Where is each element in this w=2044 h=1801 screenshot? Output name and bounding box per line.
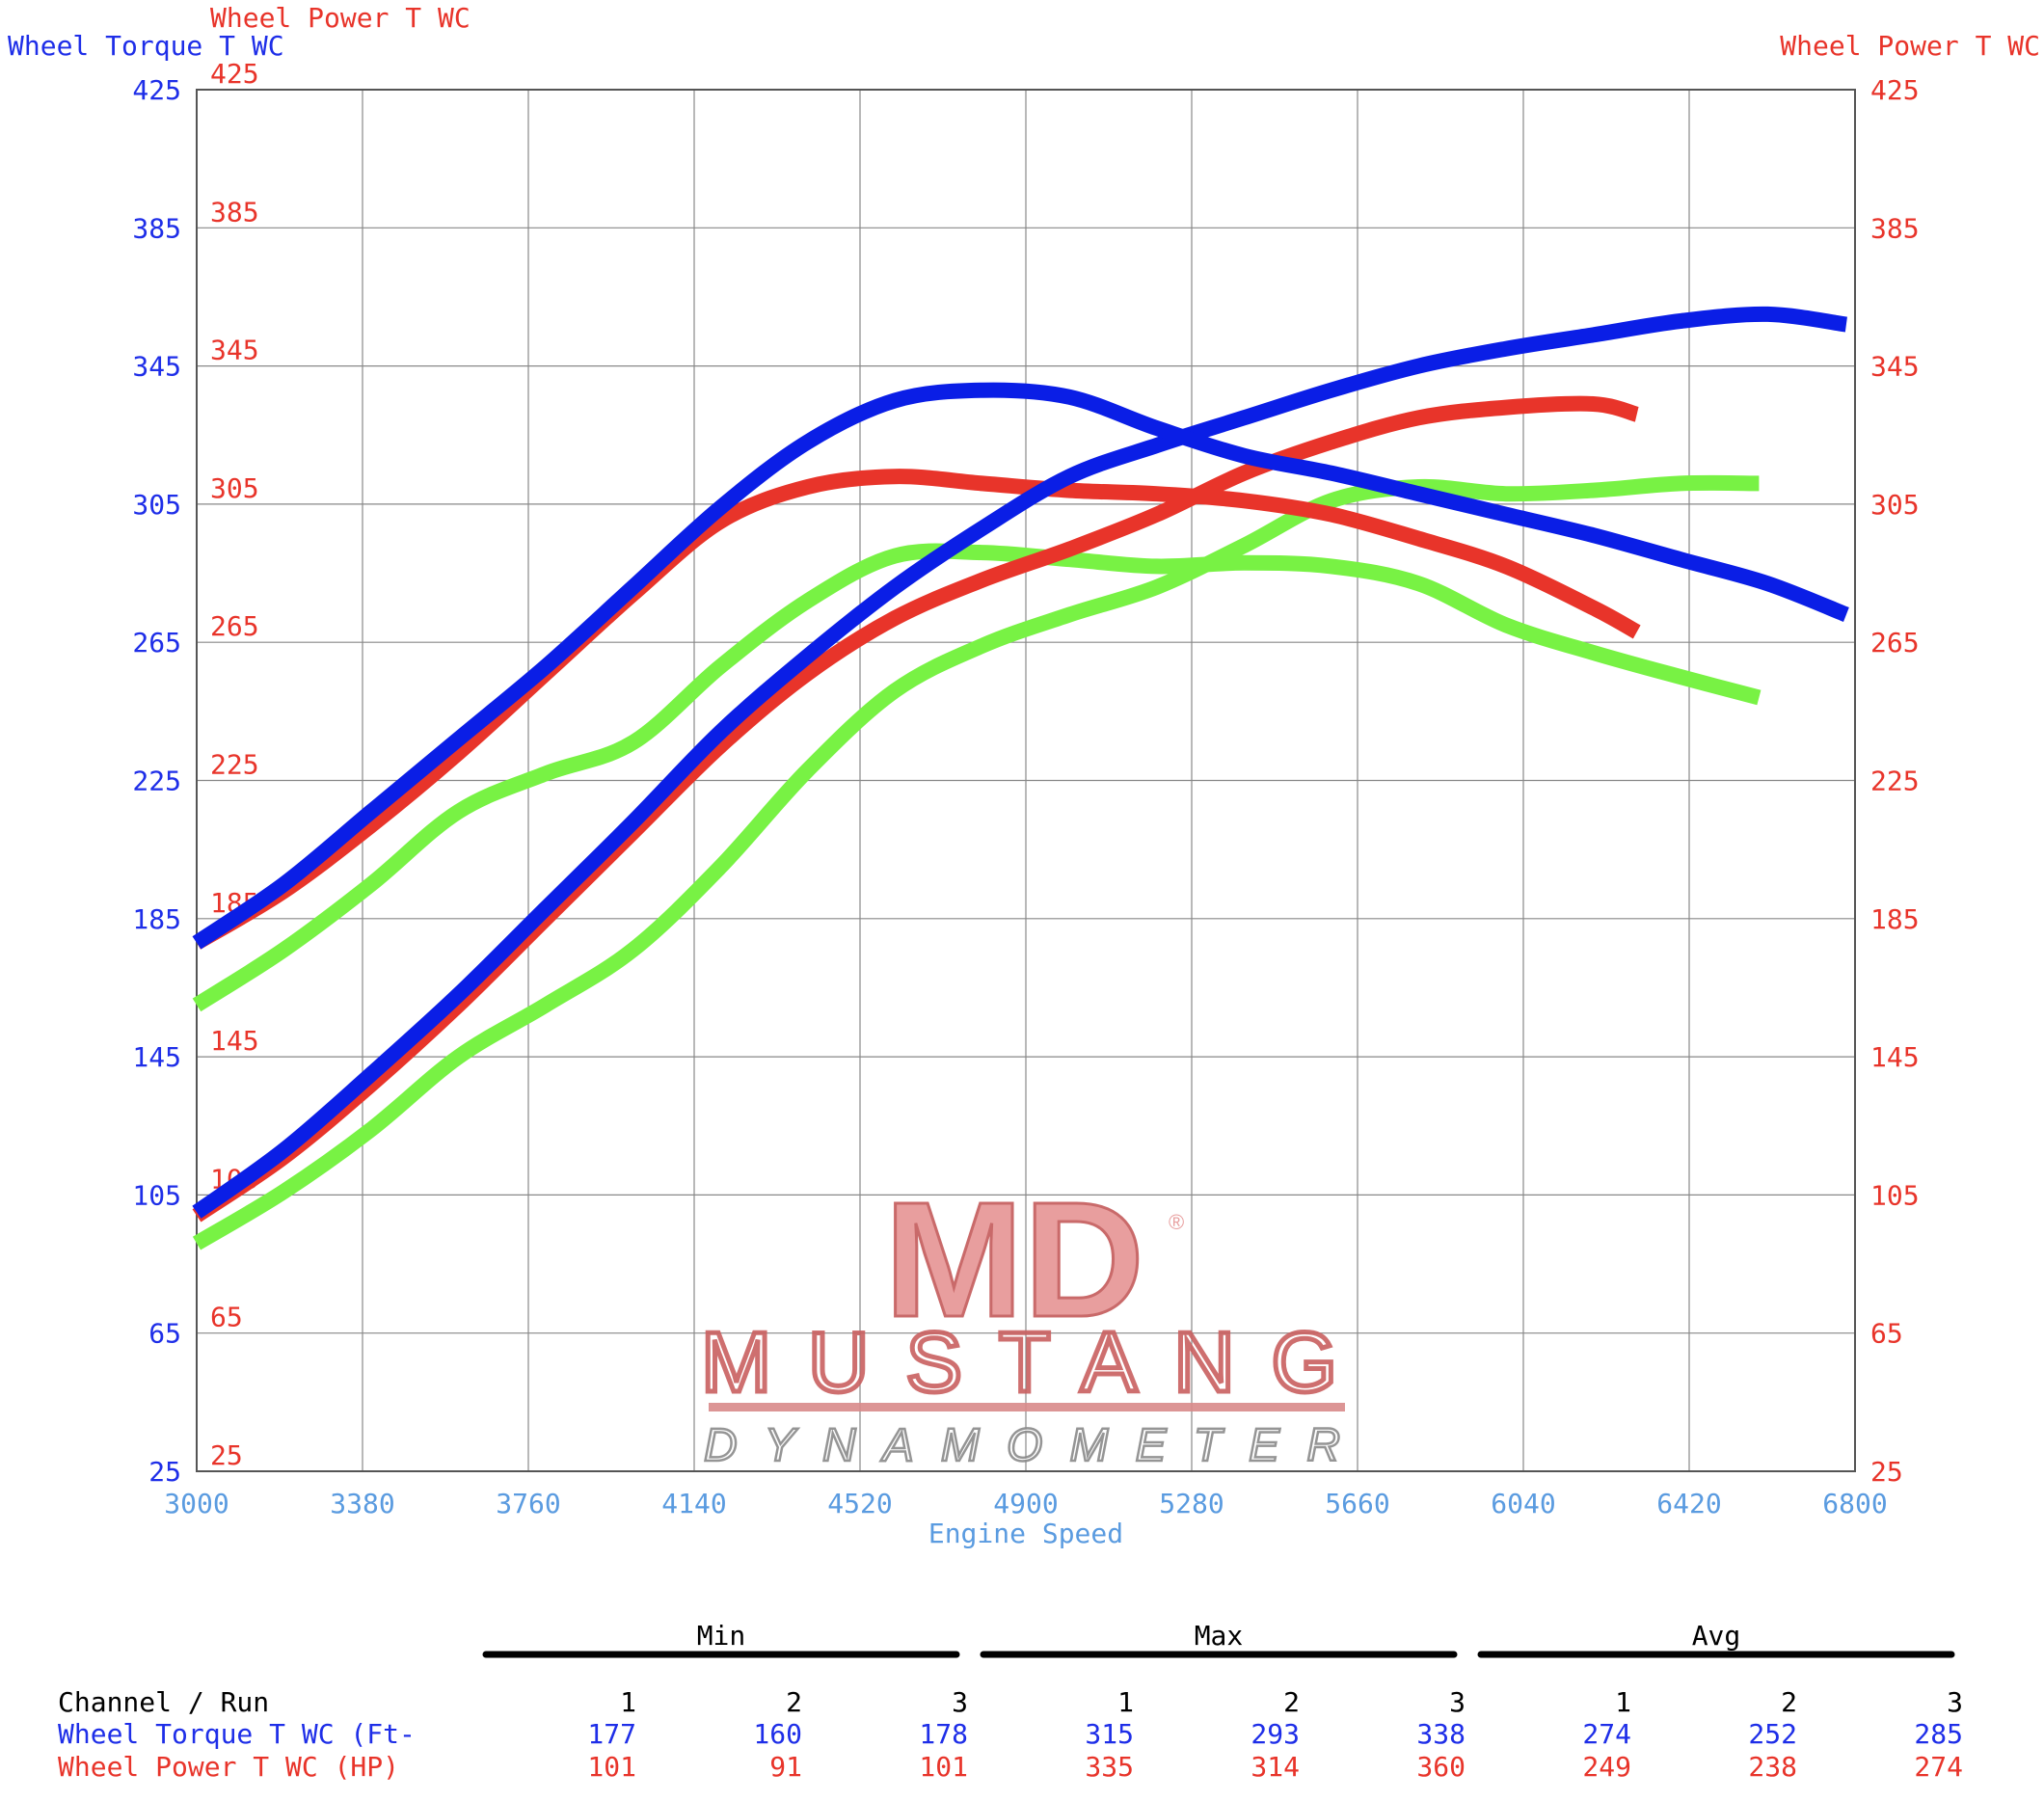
plot-frame xyxy=(196,89,1856,1472)
x-tick-label: 6040 xyxy=(1491,1488,1555,1519)
left-axis-title: Wheel Torque T WC xyxy=(8,30,284,62)
series-line-4 xyxy=(192,474,1760,1250)
table-cell: 101 xyxy=(919,1751,968,1783)
left-inner-axis-title: Wheel Power T WC xyxy=(210,2,471,34)
run-header: 3 xyxy=(952,1686,968,1718)
run-header: 2 xyxy=(786,1686,802,1718)
table-cell: 274 xyxy=(1914,1751,1963,1783)
table-cell: 285 xyxy=(1914,1718,1963,1750)
y-tick-label-power-right: 185 xyxy=(1870,903,1920,935)
y-tick-label-power-inner: 25 xyxy=(210,1439,243,1471)
y-tick-label-power-right: 305 xyxy=(1870,489,1920,521)
row-power-label: Wheel Power T WC (HP) xyxy=(58,1751,399,1783)
y-tick-label-power-right: 65 xyxy=(1870,1318,1903,1350)
y-tick-label-power-right: 265 xyxy=(1870,627,1920,659)
y-tick-label-power-right: 145 xyxy=(1870,1041,1920,1073)
series-line-0 xyxy=(192,306,1848,1219)
y-tick-label-torque: 425 xyxy=(132,74,181,106)
row-torque-label: Wheel Torque T WC (Ft- xyxy=(58,1718,416,1750)
logo-dynamometer: DYNAMOMETER xyxy=(704,1420,1340,1471)
series-line-5 xyxy=(192,543,1762,1012)
y-tick-label-torque: 105 xyxy=(132,1179,181,1211)
y-tick-label-torque: 65 xyxy=(148,1318,181,1350)
logo-mustang: MUSTANG xyxy=(701,1314,1337,1410)
y-tick-label-torque: 345 xyxy=(132,351,181,383)
y-tick-label-power-inner: 265 xyxy=(210,610,259,642)
y-tick-label-power-inner: 65 xyxy=(210,1302,243,1333)
y-tick-label-power-inner: 225 xyxy=(210,749,259,781)
x-tick-label: 3380 xyxy=(330,1488,394,1519)
y-tick-label-torque: 185 xyxy=(132,903,181,935)
table-cell: 160 xyxy=(753,1718,802,1750)
x-tick-label: 5660 xyxy=(1325,1488,1389,1519)
series-line-3 xyxy=(192,469,1641,950)
table-cell: 178 xyxy=(919,1718,968,1750)
y-tick-label-power-right: 105 xyxy=(1870,1179,1920,1211)
logo-rule xyxy=(709,1403,1345,1411)
table-cell: 338 xyxy=(1416,1718,1466,1750)
y-tick-label-torque: 265 xyxy=(132,627,181,659)
mustang-dynamometer-logo: MD ® MUSTANG DYNAMOMETER xyxy=(699,1168,1345,1472)
y-tick-label-power-right: 345 xyxy=(1870,351,1920,383)
x-tick-label: 4900 xyxy=(993,1488,1058,1519)
run-header: 1 xyxy=(1117,1686,1134,1718)
y-tick-label-power-right: 225 xyxy=(1870,766,1920,797)
x-tick-label: 3760 xyxy=(496,1488,560,1519)
header-label: Channel / Run xyxy=(58,1686,269,1718)
y-tick-label-power-inner: 385 xyxy=(210,196,259,228)
x-axis-label: Engine Speed xyxy=(928,1518,1123,1549)
table-cells: 1 2 3 1 2 3 1 2 3 177 160 178 315 293 338 274 252 285 101 9… xyxy=(587,1686,1963,1783)
table-cell: 335 xyxy=(1085,1751,1134,1783)
y-tick-label-power-inner: 345 xyxy=(210,335,259,366)
y-tick-label-power-inner: 145 xyxy=(210,1025,259,1057)
run-header: 2 xyxy=(1781,1686,1797,1718)
table-cell: 360 xyxy=(1416,1751,1466,1783)
group-min: Min xyxy=(697,1620,746,1652)
y-tick-label-power-right: 425 xyxy=(1870,74,1920,106)
run-header: 3 xyxy=(1449,1686,1466,1718)
logo-registered-mark: ® xyxy=(1169,1210,1184,1234)
series-line-2 xyxy=(192,395,1639,1223)
table-cell: 252 xyxy=(1748,1718,1797,1750)
x-tick-label: 6800 xyxy=(1822,1488,1887,1519)
y-tick-label-power-right: 25 xyxy=(1870,1456,1903,1488)
right-axis-title: Wheel Power T WC xyxy=(1780,30,2040,62)
table-cell: 314 xyxy=(1251,1751,1300,1783)
logo-md: MD xyxy=(884,1169,1144,1352)
table-cell: 91 xyxy=(769,1751,802,1783)
run-header: 1 xyxy=(620,1686,636,1718)
table-cell: 238 xyxy=(1748,1751,1797,1783)
table-cell: 177 xyxy=(587,1718,636,1750)
table-cell: 274 xyxy=(1582,1718,1631,1750)
x-tick-label: 4520 xyxy=(827,1488,892,1519)
y-tick-label-torque: 145 xyxy=(132,1041,181,1073)
series-lines xyxy=(192,306,1849,1250)
y-tick-label-torque: 385 xyxy=(132,212,181,244)
table-cell: 315 xyxy=(1085,1718,1134,1750)
x-tick-label: 5280 xyxy=(1159,1488,1224,1519)
x-tick-label: 6420 xyxy=(1656,1488,1721,1519)
y-tick-label-power-inner: 425 xyxy=(210,58,259,90)
y-tick-label-torque: 225 xyxy=(132,766,181,797)
table-cell: 293 xyxy=(1251,1718,1300,1750)
run-header: 1 xyxy=(1615,1686,1631,1718)
x-tick-label: 4140 xyxy=(661,1488,726,1519)
group-max: Max xyxy=(1195,1620,1244,1652)
series-line-1 xyxy=(192,382,1849,950)
table-cell: 101 xyxy=(587,1751,636,1783)
run-header: 2 xyxy=(1283,1686,1300,1718)
table-cell: 249 xyxy=(1582,1751,1631,1783)
y-tick-label-power-inner: 305 xyxy=(210,472,259,504)
summary-table: Min Max Avg Channel / Run Wheel Torque T… xyxy=(58,1620,1963,1783)
group-avg: Avg xyxy=(1692,1620,1741,1652)
y-tick-label-power-right: 385 xyxy=(1870,212,1920,244)
y-tick-label-torque: 25 xyxy=(148,1456,181,1488)
run-header: 3 xyxy=(1947,1686,1963,1718)
y-tick-label-torque: 305 xyxy=(132,489,181,521)
x-tick-label: 3000 xyxy=(164,1488,229,1519)
